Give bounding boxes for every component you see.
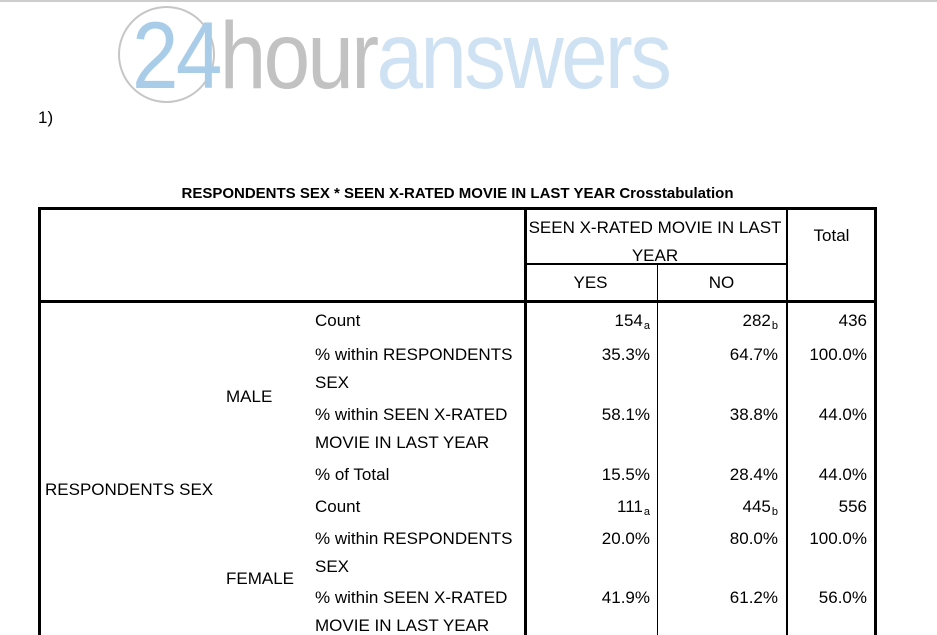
- cell-value-no: 61.2%: [729, 588, 778, 607]
- table-row: % within SEEN X-RATED MOVIE IN LAST YEAR…: [38, 397, 877, 457]
- cell-value-yes: 58.1%: [601, 405, 650, 424]
- cell-value-no: 80.0%: [729, 529, 778, 548]
- table-title: RESPONDENTS SEX * SEEN X-RATED MOVIE IN …: [181, 185, 734, 202]
- cell-value-total: 56.0%: [818, 588, 867, 607]
- table-body: Count 154a 282b 436 % within RESPONDENTS…: [38, 303, 877, 635]
- cell-value-no: 64.7%: [729, 345, 778, 364]
- page-top-border: [0, 0, 937, 2]
- cell-value-yes: 111a: [617, 497, 650, 518]
- cell-stat-label: Count: [315, 311, 361, 330]
- cell-stat-label: % within SEEN X-RATED MOVIE IN LAST YEAR: [315, 405, 508, 452]
- table-row: % of Total 15.5% 28.4% 44.0%: [38, 457, 877, 489]
- logo-circle-icon: [118, 6, 215, 103]
- table-divider-header-bottom: [38, 300, 877, 303]
- table-row: Count 111a 445b 556: [38, 489, 877, 521]
- group-label-female: FEMALE: [226, 569, 295, 588]
- cell-stat-label: % within RESPONDENTS SEX: [315, 345, 513, 392]
- table-border-right: [874, 207, 877, 635]
- table-divider-subheader: [524, 263, 786, 265]
- cell-value-yes: 154a: [614, 311, 651, 332]
- cell-value-total: 556: [838, 497, 867, 516]
- table-border-top: [38, 207, 877, 210]
- cell-stat-label: % within SEEN X-RATED MOVIE IN LAST YEAR: [315, 588, 508, 635]
- cell-value-total: 100.0%: [809, 345, 867, 364]
- table-border-left: [38, 207, 41, 635]
- subscript: b: [771, 506, 778, 518]
- logo-word-hour: hour: [219, 3, 379, 109]
- cell-value-total: 44.0%: [818, 405, 867, 424]
- cell-value-yes: 15.5%: [601, 465, 650, 484]
- table-row: Count 154a 282b 436: [38, 303, 877, 337]
- table-divider-total: [786, 207, 788, 635]
- col-header-yes: YES: [573, 273, 608, 292]
- question-number: 1): [38, 108, 54, 127]
- table-row: % within RESPONDENTS SEX 35.3% 64.7% 100…: [38, 337, 877, 397]
- cell-value-no: 38.8%: [729, 405, 778, 424]
- cell-value-no: 445b: [742, 497, 779, 518]
- logo: 24houranswers: [118, 6, 738, 106]
- cell-stat-label: % within RESPONDENTS SEX: [315, 529, 513, 576]
- group-label-male: MALE: [226, 387, 273, 406]
- row-dimension-label: RESPONDENTS SEX: [45, 480, 214, 499]
- table-row: % within RESPONDENTS SEX 20.0% 80.0% 100…: [38, 521, 877, 580]
- subscript: a: [643, 320, 650, 332]
- cell-value-no: 28.4%: [729, 465, 778, 484]
- logo-word-answers: answers: [376, 3, 671, 109]
- table-divider-labels: [524, 207, 527, 635]
- cell-value-no: 282b: [742, 311, 779, 332]
- subscript: b: [771, 320, 778, 332]
- cell-value-yes: 41.9%: [601, 588, 650, 607]
- col-header-no: NO: [708, 273, 735, 292]
- table-row: % within SEEN X-RATED MOVIE IN LAST YEAR…: [38, 580, 877, 635]
- col-group-header: SEEN X-RATED MOVIE IN LAST YEAR: [528, 218, 782, 265]
- crosstab-table: SEEN X-RATED MOVIE IN LAST YEAR Total YE…: [38, 207, 877, 635]
- logo-text: 24houranswers: [132, 8, 672, 105]
- cell-value-total: 100.0%: [809, 529, 867, 548]
- cell-value-yes: 20.0%: [601, 529, 650, 548]
- cell-value-total: 44.0%: [818, 465, 867, 484]
- cell-value-total: 436: [838, 311, 867, 330]
- col-header-total: Total: [813, 226, 850, 245]
- cell-stat-label: % of Total: [315, 465, 390, 484]
- subscript: a: [643, 506, 650, 518]
- table-divider-yes-no: [657, 263, 658, 635]
- cell-value-yes: 35.3%: [601, 345, 650, 364]
- logo-number: 24: [132, 3, 222, 109]
- cell-stat-label: Count: [315, 497, 361, 516]
